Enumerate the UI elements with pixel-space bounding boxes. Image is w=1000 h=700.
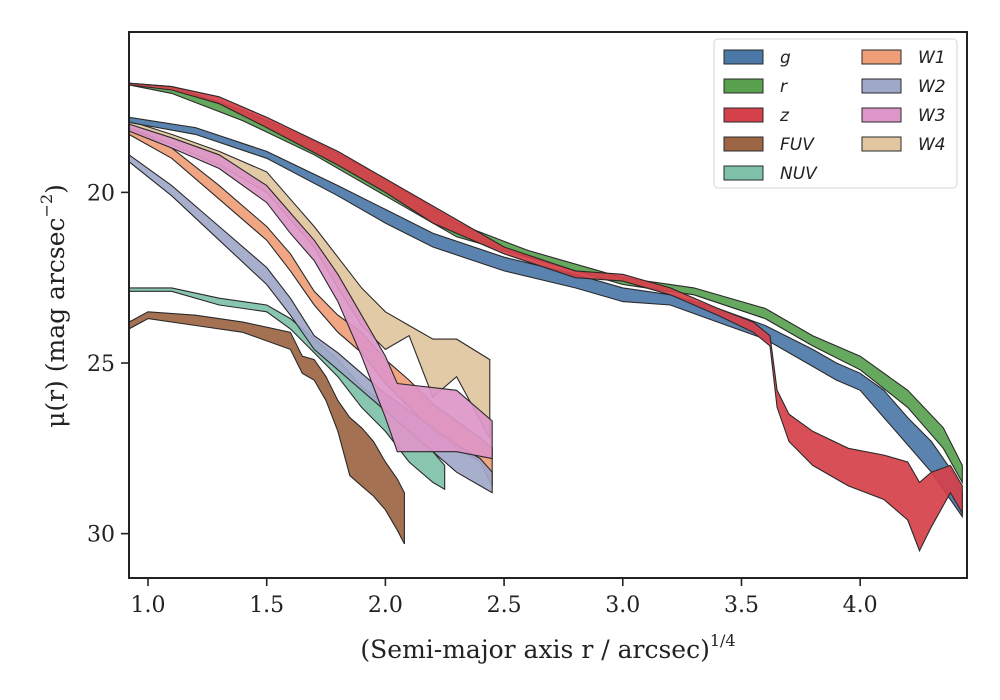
y-axis-label: μ(r) (mag arcsec−2) (37, 184, 70, 428)
legend-swatch-W3 (861, 107, 902, 123)
legend-label-W1: W1 (918, 48, 946, 68)
legend-swatch-W1 (861, 49, 902, 65)
legend-swatch-z (723, 107, 764, 123)
x-tick-label: 1.5 (249, 593, 284, 618)
legend-label-W3: W3 (918, 106, 946, 126)
legend-swatch-g (723, 49, 764, 65)
x-axis-label-exponent: 1/4 (710, 631, 736, 650)
legend-label-W4: W4 (918, 135, 946, 155)
legend-label-NUV: NUV (780, 164, 818, 184)
y-tick-label: 30 (87, 523, 115, 548)
legend-label-g: g (780, 48, 791, 68)
y-tick-label: 25 (87, 352, 115, 377)
x-tick-label: 3.0 (605, 593, 640, 618)
x-axis-label: (Semi-major axis r / arcsec)1/4 (360, 631, 735, 664)
legend-swatch-FUV (723, 136, 764, 152)
band-FUV (128, 311, 405, 545)
x-tick-label: 2.5 (487, 593, 522, 618)
y-axis-ticks: 20 25 30 (87, 181, 129, 548)
band-z (128, 82, 963, 553)
x-tick-label: 2.0 (368, 593, 403, 618)
y-tick-label: 20 (87, 181, 115, 206)
y-axis-label-exponent: −2 (37, 194, 56, 218)
x-tick-label: 1.0 (130, 593, 165, 618)
x-tick-label: 3.5 (724, 593, 759, 618)
band-NUV (128, 287, 446, 491)
x-axis-ticks: 1.0 1.5 2.0 2.5 3.0 3.5 4.0 (130, 578, 878, 618)
band-W3 (128, 123, 493, 460)
legend: grz FUV NUV W1 W2 W3 W4 (713, 38, 958, 189)
legend-label-z: z (779, 106, 790, 126)
legend-label-W2: W2 (918, 77, 946, 97)
legend-swatch-r (723, 78, 764, 94)
legend-swatch-W4 (861, 136, 902, 152)
plot-frame (128, 31, 968, 579)
legend-swatch-W2 (861, 78, 902, 94)
legend-label-r: r (780, 77, 788, 97)
legend-label-FUV: FUV (780, 135, 815, 155)
series-bands (128, 82, 963, 553)
legend-swatch-NUV (723, 165, 764, 181)
x-tick-label: 4.0 (843, 593, 878, 618)
